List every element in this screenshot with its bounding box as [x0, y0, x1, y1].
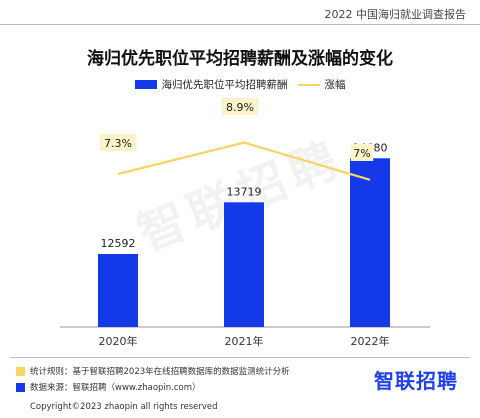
legend-label-salary: 海归优先职位平均招聘薪酬	[161, 79, 288, 91]
copyright: Copyright©2023 zhaopin all rights reserv…	[30, 402, 218, 412]
category-label-1: 2021年	[225, 334, 264, 348]
chart-title: 海归优先职位平均招聘薪酬及涨幅的变化	[87, 49, 393, 69]
chart-legend: 海归优先职位平均招聘薪酬 涨幅	[0, 77, 480, 92]
stat-rule-note: 统计规则：基于智联招聘2023年在线招聘数据库的数据监测统计分析	[16, 365, 290, 377]
category-label-0: 2020年	[99, 334, 138, 348]
header-divider	[0, 24, 480, 25]
bar-value-label-1: 13719	[227, 185, 262, 198]
stat-rule-text: 统计规则：基于智联招聘2023年在线招聘数据库的数据监测统计分析	[30, 367, 290, 377]
growth-label-1: 8.9%	[226, 101, 254, 114]
category-label-2: 2022年	[351, 334, 390, 348]
growth-label-0: 7.3%	[104, 137, 132, 150]
bar-value-label-0: 12592	[101, 237, 136, 250]
legend-swatch-growth	[297, 83, 320, 86]
legend-swatch-salary	[134, 80, 157, 89]
data-source-text: 数据来源：智联招聘（www.zhaopin.com）	[30, 383, 201, 393]
legend-item-growth: 涨幅	[297, 77, 346, 92]
report-title: 2022 中国海归就业调查报告	[324, 8, 467, 21]
footer-divider	[10, 357, 470, 358]
legend-item-salary: 海归优先职位平均招聘薪酬	[134, 77, 288, 92]
growth-line	[117, 141, 371, 181]
legend-label-growth: 涨幅	[324, 79, 346, 91]
data-source-note: 数据来源：智联招聘（www.zhaopin.com）	[16, 381, 201, 393]
data-source-swatch	[16, 382, 25, 392]
growth-label-bg-1	[221, 98, 259, 115]
growth-label-2: 7%	[353, 147, 370, 160]
stat-rule-swatch	[16, 366, 25, 376]
bar-0	[98, 254, 138, 327]
bar-2	[350, 158, 390, 327]
growth-label-bg-0	[99, 134, 137, 151]
bar-1	[224, 202, 264, 327]
growth-label-bg-2	[350, 144, 374, 161]
brand-logo: 智联招聘	[374, 369, 458, 393]
